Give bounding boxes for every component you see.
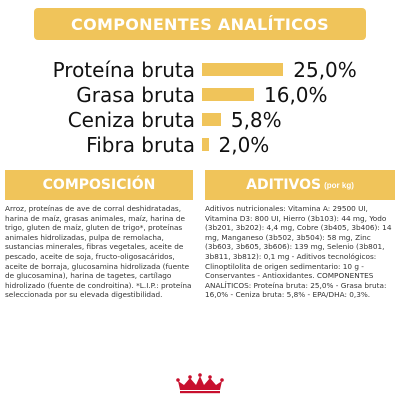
nutrient-list: Proteína bruta 25,0% Grasa bruta 16,0% C… xyxy=(0,0,400,170)
nutrient-value: 25,0% xyxy=(293,58,357,82)
nutrient-bar xyxy=(202,88,254,101)
composition-title: COMPOSICIÓN xyxy=(42,177,156,193)
nutrient-label: Ceniza bruta xyxy=(67,108,195,132)
additives-subtitle: (por kg) xyxy=(324,180,354,190)
nutrient-value: 2,0% xyxy=(218,133,270,157)
composition-header: COMPOSICIÓN xyxy=(5,170,193,200)
nutrient-value: 5,8% xyxy=(230,108,282,132)
analytical-components-banner: COMPONENTES ANALÍTICOS xyxy=(34,8,366,40)
nutrient-row-fat: Grasa bruta 16,0% xyxy=(0,83,400,107)
nutrient-label: Proteína bruta xyxy=(52,58,195,82)
nutrient-row-protein: Proteína bruta 25,0% xyxy=(0,58,400,82)
royal-canin-crown-logo-icon xyxy=(176,373,224,394)
nutrient-bar xyxy=(202,63,284,76)
nutrient-bar xyxy=(202,138,209,151)
nutrient-bar xyxy=(202,113,221,126)
nutrient-row-fibre: Fibra bruta 2,0% xyxy=(0,133,400,157)
banner-title: COMPONENTES ANALÍTICOS xyxy=(71,14,329,34)
composition-text: Arroz, proteínas de ave de corral deshid… xyxy=(5,204,192,300)
nutrient-label: Fibra bruta xyxy=(86,133,195,157)
nutrient-row-ash: Ceniza bruta 5,8% xyxy=(0,108,400,132)
nutrient-label: Grasa bruta xyxy=(76,83,195,107)
nutrient-value: 16,0% xyxy=(264,83,328,107)
additives-text: Aditivos nutricionales: Vitamina A: 2950… xyxy=(205,204,392,300)
additives-title: ADITIVOS xyxy=(246,177,322,193)
additives-header: ADITIVOS (por kg) xyxy=(205,170,395,200)
